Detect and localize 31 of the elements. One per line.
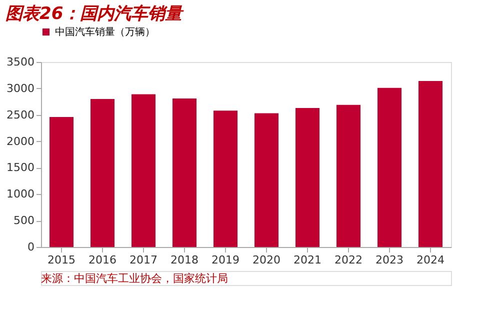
bar xyxy=(296,108,320,247)
y-tick-label: 1000 xyxy=(6,188,34,201)
x-tick-label: 2021 xyxy=(294,254,322,266)
chart-title: 图表26：国内汽车销量 xyxy=(6,4,184,24)
y-tick-label: 3000 xyxy=(6,82,34,95)
y-tick-label: 0 xyxy=(28,240,34,254)
bar xyxy=(378,88,402,247)
x-tick-label: 2018 xyxy=(170,254,198,266)
x-tick-label: 2023 xyxy=(376,254,404,266)
y-tick-label: 1500 xyxy=(6,161,34,174)
bar xyxy=(50,116,74,247)
bar xyxy=(90,99,114,247)
legend-label: 中国汽车销量（万辆） xyxy=(55,26,155,38)
x-tick-label: 2019 xyxy=(212,254,240,266)
bar xyxy=(418,81,442,247)
x-tick-label: 2016 xyxy=(88,254,116,266)
y-tick-label: 2500 xyxy=(6,108,34,122)
y-tick-label: 500 xyxy=(14,214,34,228)
bar xyxy=(214,110,238,247)
source-note: 来源：中国汽车工业协会，国家统计局 xyxy=(41,272,228,285)
bar xyxy=(336,104,360,247)
x-tick-label: 2015 xyxy=(48,254,76,266)
x-tick-label: 2024 xyxy=(416,254,444,266)
bar xyxy=(132,94,156,247)
bar xyxy=(254,113,278,247)
x-tick-label: 2017 xyxy=(130,254,158,266)
bar xyxy=(172,98,196,247)
x-tick-label: 2022 xyxy=(334,254,362,266)
x-tick-label: 2020 xyxy=(252,254,280,266)
y-tick-label: 2000 xyxy=(6,134,34,148)
y-tick-label: 3500 xyxy=(6,56,34,68)
